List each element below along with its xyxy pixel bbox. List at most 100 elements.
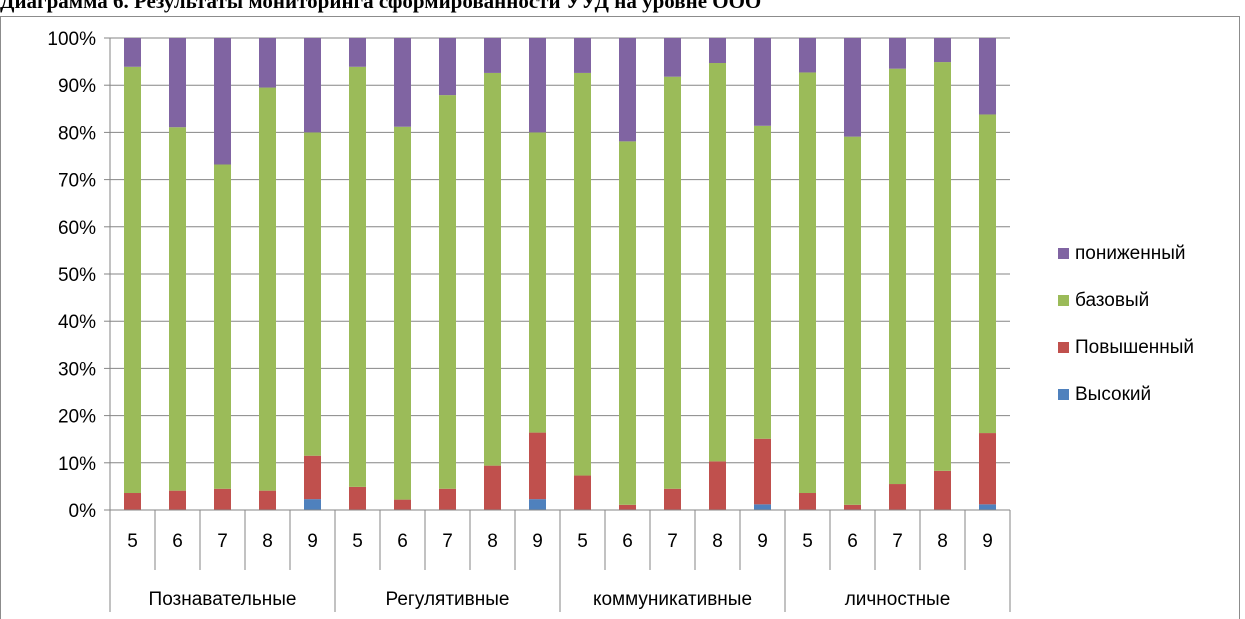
bar-segment-Высокий	[754, 504, 771, 510]
x-tick-label: 8	[712, 531, 723, 552]
bar-segment-пониженный	[484, 38, 501, 73]
legend-label-bazovy: базовый	[1075, 289, 1150, 311]
y-tick-label: 40%	[58, 312, 96, 333]
x-tick-label: 7	[217, 531, 228, 552]
x-tick-label: 9	[757, 531, 768, 552]
gridlines	[110, 37, 1010, 464]
legend-label-ponizhenny: пониженный	[1075, 242, 1186, 264]
bar-segment-базовый	[844, 136, 861, 505]
legend-swatch-povyshenny	[1058, 342, 1069, 353]
bar-segment-пониженный	[574, 38, 591, 73]
bar-segment-Повышенный	[754, 438, 771, 505]
bar-segment-Высокий	[529, 499, 546, 510]
y-tick-label: 90%	[58, 76, 96, 97]
bar-segment-пониженный	[259, 38, 276, 88]
x-tick-label: 9	[307, 531, 318, 552]
bar-segment-пониженный	[169, 38, 186, 128]
bar-segment-базовый	[574, 72, 591, 476]
bar-segment-пониженный	[799, 38, 816, 73]
x-tick-label: 8	[937, 531, 948, 552]
legend-label-povyshenny: Повышенный	[1075, 336, 1195, 358]
bar-segment-Повышенный	[484, 465, 501, 510]
y-tick-labels: 0% 10% 20% 30% 40% 50% 60% 70% 80% 90% 100%	[47, 29, 96, 522]
x-tick-label: 8	[262, 531, 273, 552]
bar-segment-базовый	[484, 72, 501, 466]
bar-segment-Повышенный	[709, 461, 726, 510]
bar-segment-пониженный	[889, 38, 906, 69]
bar-segment-базовый	[169, 127, 186, 491]
y-tick-label: 60%	[58, 218, 96, 239]
bar-segment-Повышенный	[664, 488, 681, 510]
bar-segment-пониженный	[214, 38, 231, 165]
bar-segment-пониженный	[844, 38, 861, 137]
y-tick-label: 20%	[58, 407, 96, 428]
x-tick-label: 5	[802, 531, 813, 552]
bar-segment-базовый	[799, 72, 816, 494]
bar-segment-Повышенный	[889, 484, 906, 510]
x-tick-label: 6	[172, 531, 183, 552]
bar-segment-Высокий	[304, 499, 321, 510]
bar-segment-базовый	[394, 126, 411, 500]
legend-item-vysokiy: Высокий	[1058, 371, 1194, 418]
y-tick-label: 10%	[58, 454, 96, 475]
bar-segment-Повышенный	[439, 488, 456, 510]
bar-segment-базовый	[754, 125, 771, 439]
legend-swatch-bazovy	[1058, 295, 1069, 306]
bar-segment-пониженный	[979, 38, 996, 115]
x-tick-label: 5	[577, 531, 588, 552]
bar-segment-пониженный	[529, 38, 546, 133]
bar-segment-базовый	[214, 164, 231, 489]
x-tick-labels: 5 6 7 8 9 5 6 7 8 9 5 6 7 8 9 5 6 7 8 9 Познавательные Регуля…	[127, 531, 993, 610]
bar-segment-Повышенный	[619, 504, 636, 510]
y-tick-label: 0%	[69, 501, 97, 522]
bar-segment-базовый	[439, 95, 456, 489]
legend-label-vysokiy: Высокий	[1075, 383, 1152, 405]
page-title: Диаграмма 6. Результаты мониторинга сфор…	[0, 0, 762, 13]
x-tick-label: 7	[442, 531, 453, 552]
bar-segment-Повышенный	[934, 470, 951, 510]
x-tick-label: 5	[127, 531, 138, 552]
bar-segment-пониженный	[664, 38, 681, 77]
bar-segment-базовый	[934, 62, 951, 471]
bar-segment-базовый	[259, 87, 276, 491]
bar-segment-пониженный	[439, 38, 456, 96]
axes	[104, 37, 1011, 612]
group-label: коммуникативные	[593, 589, 752, 610]
bar-segment-пониженный	[709, 38, 726, 64]
bar-segment-пониженный	[349, 38, 366, 67]
y-tick-label: 80%	[58, 123, 96, 144]
bar-segment-пониженный	[394, 38, 411, 127]
bar-segment-пониженный	[934, 38, 951, 63]
legend-item-bazovy: базовый	[1058, 277, 1194, 324]
x-tick-label: 6	[622, 531, 633, 552]
x-tick-label: 7	[667, 531, 678, 552]
legend-item-ponizhenny: пониженный	[1058, 230, 1194, 277]
bar-segment-пониженный	[124, 38, 141, 67]
x-tick-label: 8	[487, 531, 498, 552]
bars	[124, 38, 996, 510]
bar-segment-Повышенный	[529, 432, 546, 500]
group-label: Познавательные	[149, 589, 297, 610]
bar-segment-пониженный	[619, 38, 636, 142]
bar-segment-базовый	[619, 141, 636, 505]
bar-segment-базовый	[889, 68, 906, 485]
x-tick-label: 6	[847, 531, 858, 552]
bar-segment-Высокий	[979, 504, 996, 510]
bar-segment-Повышенный	[124, 493, 141, 510]
y-tick-label: 70%	[58, 171, 96, 192]
x-tick-label: 9	[532, 531, 543, 552]
bar-segment-базовый	[124, 66, 141, 494]
bar-segment-пониженный	[754, 38, 771, 126]
legend: пониженный базовый Повышенный Высокий	[1058, 230, 1194, 418]
bar-segment-Повышенный	[844, 504, 861, 510]
y-tick-label: 50%	[58, 265, 96, 286]
legend-swatch-vysokiy	[1058, 389, 1069, 400]
bar-segment-Повышенный	[799, 493, 816, 510]
bar-segment-базовый	[664, 76, 681, 489]
x-tick-label: 9	[982, 531, 993, 552]
bar-segment-Повышенный	[169, 490, 186, 510]
legend-item-povyshenny: Повышенный	[1058, 324, 1194, 371]
bar-segment-Повышенный	[304, 455, 321, 500]
bar-segment-базовый	[529, 132, 546, 433]
